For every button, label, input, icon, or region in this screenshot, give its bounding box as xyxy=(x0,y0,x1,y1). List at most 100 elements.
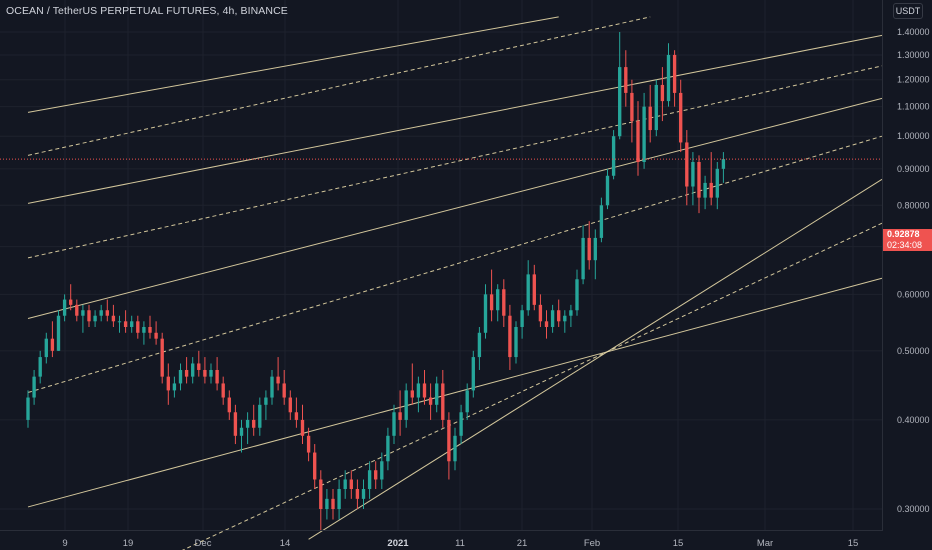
channel-midline xyxy=(181,222,883,550)
candle-body xyxy=(435,383,439,405)
candle-body xyxy=(50,338,55,351)
candle-up xyxy=(239,419,244,453)
candle-body xyxy=(581,237,585,280)
currency-badge[interactable]: USDT xyxy=(893,3,923,19)
time-tick-label: Mar xyxy=(757,538,773,549)
candle-body xyxy=(392,412,396,436)
candle-down xyxy=(215,357,219,391)
candle-down xyxy=(624,50,628,107)
candle-body xyxy=(660,84,665,102)
time-tick-label: 15 xyxy=(673,538,684,549)
candle-body xyxy=(471,357,475,391)
candle-body xyxy=(569,310,573,316)
candle-up xyxy=(703,175,707,210)
candle-down xyxy=(313,444,317,490)
candle-up xyxy=(496,284,500,322)
candle-up xyxy=(666,43,671,107)
candle-up xyxy=(471,350,475,398)
price-axis[interactable]: 1.40000 1.30000 1.20000 1.10000 1.00000 0.900… xyxy=(897,27,930,514)
candle-up xyxy=(258,397,262,436)
candle-down xyxy=(447,412,451,480)
candle-body xyxy=(26,397,30,420)
candle-down xyxy=(184,357,189,384)
candle-body xyxy=(648,106,652,131)
candle-body xyxy=(239,427,244,436)
candle-body xyxy=(575,279,579,311)
candle-up xyxy=(130,315,134,333)
last-price-value: 0.92878 xyxy=(887,229,920,239)
candle-up xyxy=(209,363,213,384)
price-tick-label: 0.60000 xyxy=(897,289,930,299)
candle-up xyxy=(343,470,347,499)
candle-up xyxy=(642,92,646,169)
candle-up xyxy=(337,479,341,520)
candle-body xyxy=(227,397,231,413)
candle-up xyxy=(56,310,61,351)
candle-up xyxy=(404,383,408,428)
candle-body xyxy=(148,326,152,333)
candle-down xyxy=(123,310,128,333)
candle-body xyxy=(666,54,671,102)
candle-up xyxy=(142,321,146,345)
candle-body xyxy=(105,310,109,316)
candle-body xyxy=(319,479,323,509)
candle-body xyxy=(544,321,549,327)
candle-body xyxy=(221,383,225,398)
candle-body xyxy=(679,92,683,143)
candle-body xyxy=(514,326,518,358)
candle-down xyxy=(349,470,353,499)
candle-up xyxy=(178,363,183,391)
candle-body xyxy=(93,315,97,322)
candle-up xyxy=(569,304,573,327)
candle-body xyxy=(654,84,658,131)
candle-body xyxy=(697,162,701,198)
candle-up xyxy=(38,350,42,384)
candle-body xyxy=(355,489,360,499)
candlestick-series xyxy=(26,32,726,531)
candle-body xyxy=(44,338,48,358)
candle-up xyxy=(62,294,67,322)
time-axis[interactable]: 9 19 Dec 14 2021 11 21 Feb 15 Mar 15 xyxy=(62,538,858,549)
candle-body xyxy=(166,376,170,391)
candle-body xyxy=(337,489,341,509)
candle-down xyxy=(630,79,634,143)
candle-body xyxy=(197,363,201,370)
candle-body xyxy=(709,182,713,198)
candle-up xyxy=(483,284,488,339)
time-tick-label: 2021 xyxy=(387,538,409,549)
candle-body xyxy=(160,338,164,377)
candle-body xyxy=(81,310,85,316)
candle-up xyxy=(520,304,524,339)
time-tick-label: 15 xyxy=(848,538,859,549)
candle-body xyxy=(282,383,286,398)
candle-body xyxy=(361,489,366,499)
candle-up xyxy=(26,390,30,428)
price-tick-label: 1.30000 xyxy=(897,50,930,60)
candle-up xyxy=(99,304,103,322)
candle-up xyxy=(721,152,726,183)
candle-body xyxy=(343,479,347,490)
candle-body xyxy=(349,479,353,490)
candle-body xyxy=(477,332,482,358)
candle-body xyxy=(56,315,61,351)
time-tick-label: 19 xyxy=(123,538,134,549)
candle-down xyxy=(111,304,116,327)
candle-down xyxy=(508,304,512,370)
candle-body xyxy=(69,299,73,305)
candle-up xyxy=(380,452,384,490)
candle-body xyxy=(526,274,530,311)
candle-down xyxy=(227,390,231,420)
candle-down xyxy=(69,284,73,311)
candle-body xyxy=(99,310,103,316)
candle-down xyxy=(331,489,335,520)
candle-up xyxy=(270,369,274,405)
candle-down xyxy=(636,101,640,176)
candle-up xyxy=(611,130,616,180)
candle-down xyxy=(233,404,238,445)
candle-down xyxy=(221,376,225,405)
candle-up xyxy=(581,225,585,285)
channel-line xyxy=(27,97,883,319)
candle-body xyxy=(447,419,451,462)
candle-body xyxy=(172,383,177,391)
